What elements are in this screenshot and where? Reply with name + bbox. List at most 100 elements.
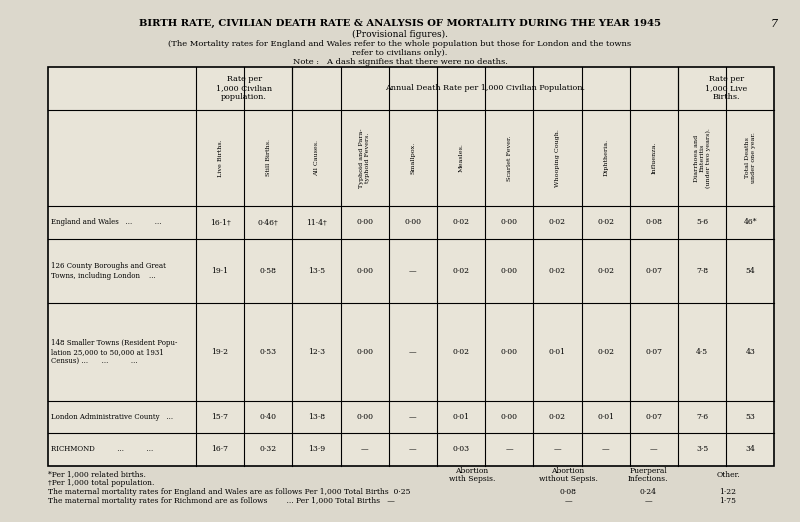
Text: Smallpox.: Smallpox.: [410, 142, 415, 174]
Text: 0·02: 0·02: [453, 218, 470, 227]
Text: Still Births.: Still Births.: [266, 139, 270, 176]
Text: 0·08: 0·08: [559, 488, 577, 496]
Text: —: —: [644, 497, 652, 505]
Text: 43: 43: [746, 348, 755, 356]
Text: —: —: [409, 348, 417, 356]
Text: 0·02: 0·02: [597, 348, 614, 356]
Text: 0·01: 0·01: [597, 413, 614, 421]
Text: 46*: 46*: [743, 218, 757, 227]
Text: (The Mortality rates for England and Wales refer to the whole population but tho: (The Mortality rates for England and Wal…: [169, 40, 631, 48]
Text: England and Wales   ...          ...: England and Wales ... ...: [51, 218, 162, 227]
Text: Whooping Cough.: Whooping Cough.: [555, 129, 560, 187]
Text: The maternal mortality rates for Richmond are as follows        ... Per 1,000 To: The maternal mortality rates for Richmon…: [48, 497, 395, 505]
Text: 0·07: 0·07: [646, 267, 662, 275]
Text: Total Deaths
under one year.: Total Deaths under one year.: [745, 133, 756, 183]
Text: 0·00: 0·00: [501, 218, 518, 227]
Text: 7: 7: [770, 19, 778, 29]
Text: 0·02: 0·02: [549, 267, 566, 275]
Text: 0·02: 0·02: [549, 218, 566, 227]
Text: BIRTH RATE, CIVILIAN DEATH RATE & ANALYSIS OF MORTALITY DURING THE YEAR 1945: BIRTH RATE, CIVILIAN DEATH RATE & ANALYS…: [139, 19, 661, 28]
Text: 0·00: 0·00: [356, 267, 373, 275]
Text: 0·00: 0·00: [501, 413, 518, 421]
Text: RICHMOND          ...          ...: RICHMOND ... ...: [51, 445, 154, 454]
Text: *Per 1,000 related births.: *Per 1,000 related births.: [48, 470, 146, 478]
Text: 0·07: 0·07: [646, 413, 662, 421]
Text: 0·24: 0·24: [639, 488, 657, 496]
Text: Rate per
1,000 Civilian
population.: Rate per 1,000 Civilian population.: [216, 75, 272, 101]
Text: 13·9: 13·9: [308, 445, 325, 454]
Text: —: —: [361, 445, 369, 454]
Text: 34: 34: [746, 445, 755, 454]
Text: Rate per
1,000 Live
Births.: Rate per 1,000 Live Births.: [705, 75, 747, 101]
Text: 0·02: 0·02: [453, 267, 470, 275]
Text: †Per 1,000 total population.: †Per 1,000 total population.: [48, 479, 154, 487]
Text: 0·00: 0·00: [356, 218, 373, 227]
Text: Abortion: Abortion: [551, 467, 585, 476]
Text: 3·5: 3·5: [696, 445, 708, 454]
Text: 13·8: 13·8: [308, 413, 325, 421]
Text: Diphtheria.: Diphtheria.: [603, 139, 608, 176]
Text: 0·02: 0·02: [597, 267, 614, 275]
Text: —: —: [554, 445, 562, 454]
Text: 0·32: 0·32: [260, 445, 277, 454]
Text: 1·22: 1·22: [719, 488, 737, 496]
Text: 0·07: 0·07: [646, 348, 662, 356]
Text: 0·02: 0·02: [549, 413, 566, 421]
Text: 0·00: 0·00: [356, 413, 373, 421]
Text: Other.: Other.: [716, 471, 740, 479]
Text: Diarrhoea and
Enteritis
(under two years).: Diarrhoea and Enteritis (under two years…: [694, 128, 710, 188]
Text: —: —: [409, 413, 417, 421]
Text: Typhoid and Para-
typhoid Fevers.: Typhoid and Para- typhoid Fevers.: [359, 128, 370, 187]
Text: —: —: [564, 497, 572, 505]
Text: 0·58: 0·58: [260, 267, 277, 275]
Text: London Administrative County   ...: London Administrative County ...: [51, 413, 174, 421]
Text: 13·5: 13·5: [308, 267, 325, 275]
Text: without Sepsis.: without Sepsis.: [538, 474, 598, 483]
Text: 0·53: 0·53: [260, 348, 277, 356]
Text: 7·6: 7·6: [696, 413, 708, 421]
Text: —: —: [506, 445, 513, 454]
Text: Scarlet Fever.: Scarlet Fever.: [507, 135, 512, 181]
Text: 0·08: 0·08: [646, 218, 662, 227]
Text: 12·3: 12·3: [308, 348, 325, 356]
Text: 53: 53: [746, 413, 755, 421]
Text: 148 Smaller Towns (Resident Popu-
lation 25,000 to 50,000 at 1931
Census) ...   : 148 Smaller Towns (Resident Popu- lation…: [51, 339, 178, 365]
Text: 0·01: 0·01: [453, 413, 470, 421]
Text: 11·4†: 11·4†: [306, 218, 327, 227]
Text: —: —: [602, 445, 610, 454]
Text: 16·7: 16·7: [211, 445, 229, 454]
Text: 0·00: 0·00: [501, 348, 518, 356]
Text: 0·46†: 0·46†: [258, 218, 278, 227]
Text: (Provisional figures).: (Provisional figures).: [352, 30, 448, 39]
Text: 16·1†: 16·1†: [210, 218, 230, 227]
Text: 0·00: 0·00: [404, 218, 422, 227]
Text: 54: 54: [746, 267, 755, 275]
Text: —: —: [409, 267, 417, 275]
Text: —: —: [650, 445, 658, 454]
Text: refer to civilians only).: refer to civilians only).: [352, 49, 448, 57]
Text: 126 County Boroughs and Great
Towns, including London    ...: 126 County Boroughs and Great Towns, inc…: [51, 263, 166, 280]
Text: Measles.: Measles.: [458, 144, 464, 172]
Text: Puerperal: Puerperal: [629, 467, 667, 476]
Text: —: —: [409, 445, 417, 454]
Text: 7·8: 7·8: [696, 267, 708, 275]
Text: 5·6: 5·6: [696, 218, 708, 227]
Text: Annual Death Rate per 1,000 Civilian Population.: Annual Death Rate per 1,000 Civilian Pop…: [386, 84, 586, 92]
Text: 0·40: 0·40: [260, 413, 277, 421]
Text: 1·75: 1·75: [719, 497, 737, 505]
Text: 0·02: 0·02: [597, 218, 614, 227]
Text: 0·00: 0·00: [501, 267, 518, 275]
Text: Live Births.: Live Births.: [218, 139, 222, 177]
Text: 4·5: 4·5: [696, 348, 708, 356]
Text: All Causes.: All Causes.: [314, 140, 319, 176]
Text: 19·1: 19·1: [211, 267, 229, 275]
Text: The maternal mortality rates for England and Wales are as follows Per 1,000 Tota: The maternal mortality rates for England…: [48, 488, 410, 496]
Text: 0·01: 0·01: [549, 348, 566, 356]
Text: 0·03: 0·03: [453, 445, 470, 454]
Text: with Sepsis.: with Sepsis.: [449, 474, 495, 483]
Text: Abortion: Abortion: [455, 467, 489, 476]
Text: 0·00: 0·00: [356, 348, 373, 356]
Text: Note :   A dash signifies that there were no deaths.: Note : A dash signifies that there were …: [293, 58, 507, 66]
Text: Influenza.: Influenza.: [651, 141, 656, 174]
Text: 0·02: 0·02: [453, 348, 470, 356]
